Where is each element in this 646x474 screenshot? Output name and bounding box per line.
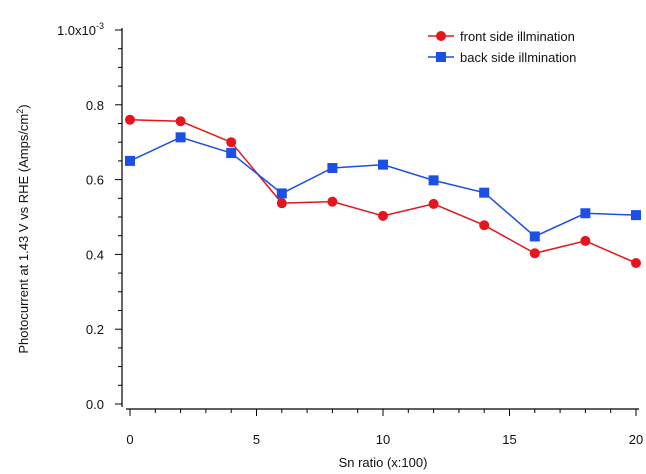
- y-axis-top-tick-label: 1.0x10-3: [57, 21, 104, 38]
- x-axis-title: Sn ratio (x:100): [339, 455, 428, 470]
- data-point: [479, 220, 490, 231]
- data-point: [175, 116, 186, 127]
- legend-item-back-side: back side illmination: [428, 50, 576, 65]
- data-point: [529, 231, 540, 242]
- data-point: [378, 159, 388, 170]
- series-back-side: [125, 132, 641, 242]
- y-tick-label: 0.8: [86, 98, 104, 113]
- y-top-label-base: 1.0x10: [57, 23, 96, 38]
- data-point: [226, 148, 237, 159]
- y-top-label-exponent: -3: [96, 21, 104, 31]
- data-point: [125, 155, 135, 166]
- y-tick-label: 0.0: [86, 397, 104, 412]
- legend-marker-front-side: [436, 31, 446, 41]
- data-point: [428, 175, 439, 186]
- legend-label-front-side: front side illmination: [460, 29, 575, 44]
- x-tick-label: 5: [253, 432, 260, 447]
- data-point: [580, 208, 591, 219]
- data-point: [327, 196, 338, 207]
- data-point: [226, 137, 237, 148]
- data-point: [327, 163, 338, 174]
- series-line: [129, 119, 637, 264]
- data-point: [631, 210, 641, 221]
- y-axis-title-tail: ): [16, 104, 31, 108]
- y-tick-label: 0.4: [86, 247, 104, 262]
- data-point: [276, 188, 287, 199]
- legend-marker-back-side: [436, 52, 446, 62]
- legend-item-front-side: front side illmination: [428, 29, 575, 44]
- data-point: [580, 235, 591, 246]
- legend-label-back-side: back side illmination: [460, 50, 576, 65]
- x-tick-label: 0: [126, 432, 133, 447]
- y-ticks: 0.0 0.2 0.4 0.6 0.8: [86, 29, 122, 412]
- data-point: [479, 187, 490, 198]
- series-front-side: [125, 114, 641, 269]
- data-point: [428, 198, 439, 209]
- axes: 0 5 10 15 20 0.0 0.2 0.4 0.6 0.8: [86, 28, 643, 447]
- x-tick-label: 20: [629, 432, 643, 447]
- data-point: [529, 248, 540, 259]
- data-point: [378, 210, 388, 221]
- data-point: [175, 132, 186, 143]
- legend: front side illmination back side illmina…: [428, 29, 576, 65]
- plot-series: [125, 114, 641, 269]
- data-point: [631, 258, 641, 269]
- y-axis-title-superscript: 2: [15, 109, 25, 114]
- x-tick-label: 15: [502, 432, 516, 447]
- y-tick-label: 0.2: [86, 322, 104, 337]
- series-line: [129, 136, 637, 238]
- x-tick-label: 10: [376, 432, 390, 447]
- y-tick-label: 0.6: [86, 173, 104, 188]
- data-point: [125, 114, 135, 125]
- x-ticks: 0 5 10 15 20: [126, 409, 643, 447]
- y-axis-title-main: Photocurrent at 1.43 V vs RHE (Amps/cm: [16, 114, 31, 354]
- data-point: [276, 198, 287, 209]
- y-axis-title: Photocurrent at 1.43 V vs RHE (Amps/cm2): [15, 104, 31, 353]
